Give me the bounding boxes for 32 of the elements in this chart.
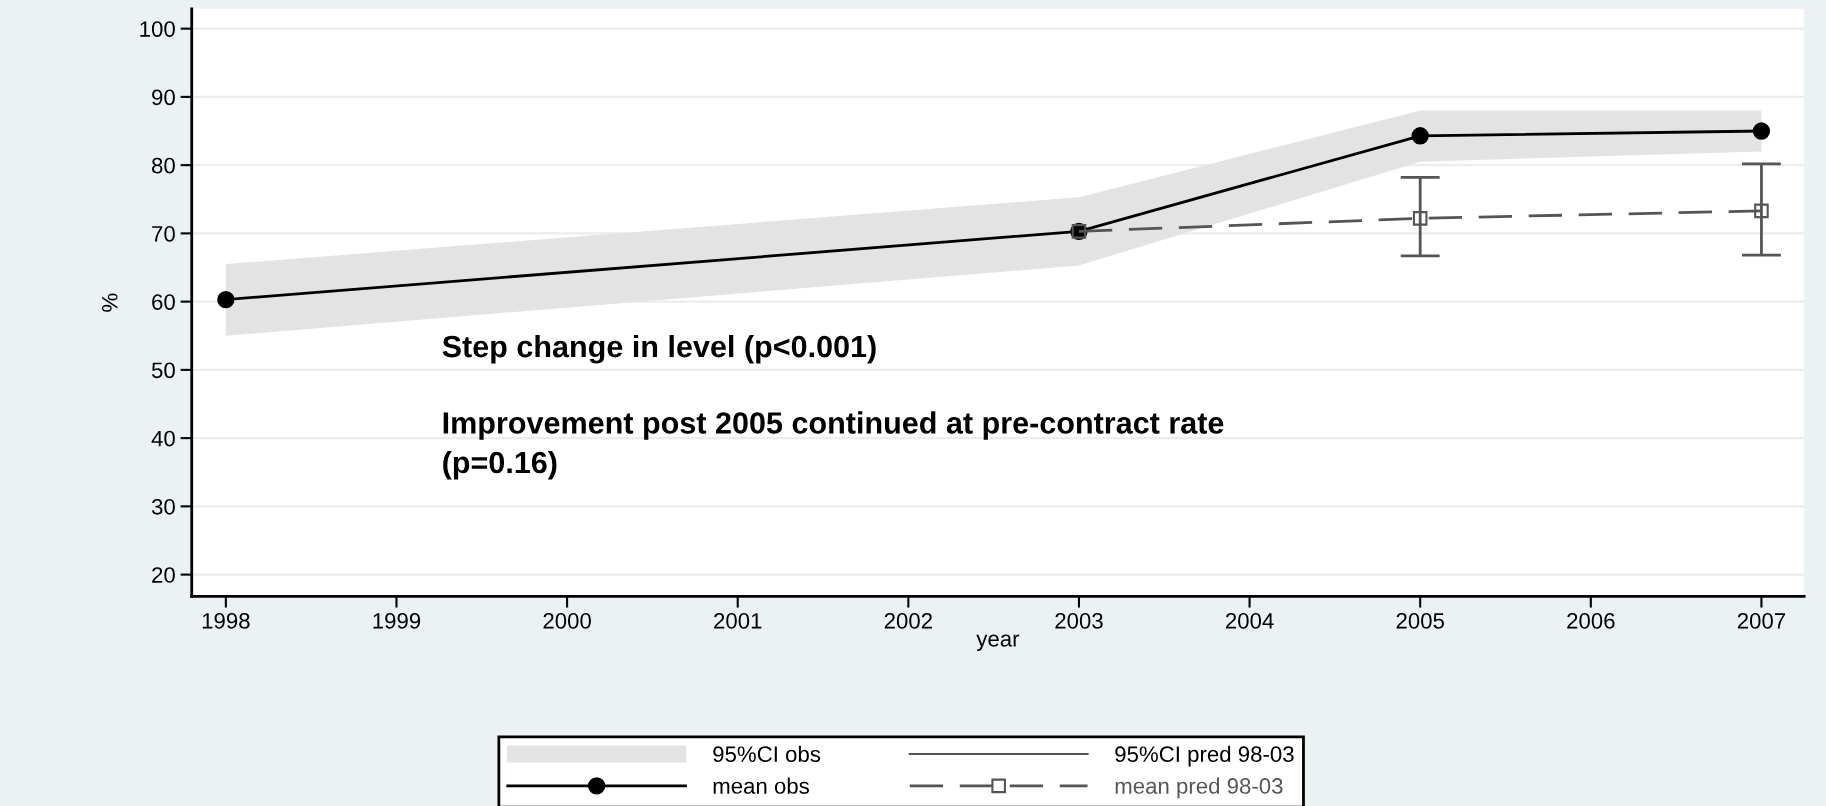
y-tick-label: 50 bbox=[151, 362, 175, 379]
text: mean obs bbox=[713, 777, 809, 794]
x-tick-label: 2005 bbox=[1396, 613, 1444, 629]
x-tick-label: 2000 bbox=[543, 613, 591, 629]
x-tick-label: 2001 bbox=[714, 613, 762, 629]
annotation: Improvement post 2005 continued at pre-contract rate (p=0.16) bbox=[443, 411, 1224, 480]
x-tick-label: 2006 bbox=[1567, 613, 1615, 629]
point bbox=[217, 290, 235, 309]
x-axis-title: year bbox=[976, 634, 1020, 652]
text: 95%CI obs bbox=[713, 745, 821, 763]
x-tick-label: 2007 bbox=[1737, 613, 1786, 629]
annotation: Step change in level (p<0.001) bbox=[442, 334, 876, 364]
x-tick-label: 2004 bbox=[1225, 613, 1274, 629]
y-tick-label: 40 bbox=[151, 430, 175, 447]
point bbox=[1752, 122, 1771, 140]
point bbox=[1411, 127, 1429, 145]
y-tick-label: 90 bbox=[152, 89, 175, 106]
x-tick-label: 1999 bbox=[373, 613, 421, 629]
point bbox=[1754, 203, 1769, 219]
x-tick-label: 2003 bbox=[1055, 613, 1103, 629]
y-tick-label: 60 bbox=[152, 294, 175, 310]
y-tick-label: 20 bbox=[152, 567, 175, 583]
y-tick-label: 70 bbox=[152, 225, 175, 242]
y-tick-label: 80 bbox=[152, 157, 175, 174]
y-axis-title: % bbox=[101, 293, 118, 312]
y-tick-label: 100 bbox=[140, 21, 175, 37]
point bbox=[1412, 211, 1428, 226]
text: mean pred 98-03 bbox=[1115, 777, 1283, 799]
y-tick-label: 30 bbox=[151, 498, 175, 515]
x-tick-label: 2002 bbox=[884, 613, 932, 629]
text: 95%CI pred 98-03 bbox=[1115, 745, 1294, 767]
x-tick-label: 1998 bbox=[202, 613, 250, 629]
